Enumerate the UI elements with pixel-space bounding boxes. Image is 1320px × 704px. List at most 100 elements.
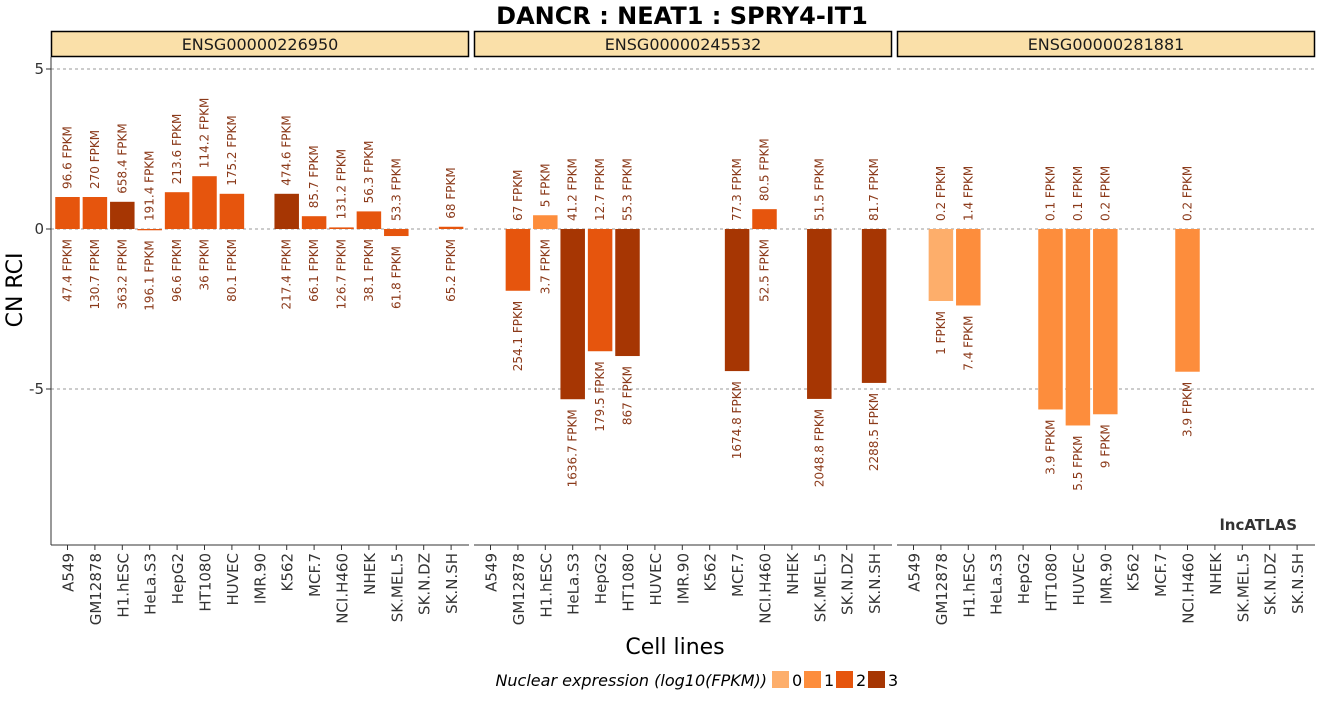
x-tick-label: A549 xyxy=(906,553,924,592)
data-label-bottom: 80.1 FPKM xyxy=(225,239,239,302)
data-label-top: 96.6 FPKM xyxy=(61,126,75,189)
legend: Nuclear expression (log10(FPKM)) 0 1 2 3 xyxy=(495,671,898,690)
data-label-top: 0.1 FPKM xyxy=(1044,166,1058,221)
data-label-bottom: 179.5 FPKM xyxy=(593,361,607,432)
x-tick-label: IMR.90 xyxy=(251,553,269,604)
legend-swatch xyxy=(868,671,885,688)
bar xyxy=(724,229,750,372)
data-label-top: 114.2 FPKM xyxy=(198,98,212,169)
data-label-top: 51.5 FPKM xyxy=(812,158,826,221)
legend-item-label: 3 xyxy=(888,671,898,690)
bar xyxy=(1065,229,1091,426)
x-tick-label: MCF.7 xyxy=(306,553,324,597)
data-label-bottom: 36 FPKM xyxy=(198,239,212,290)
bar xyxy=(192,176,217,229)
legend-item-label: 1 xyxy=(824,671,834,690)
x-tick-label: HepG2 xyxy=(169,553,187,604)
data-label-top: 1.4 FPKM xyxy=(961,166,975,221)
legend-item-label: 2 xyxy=(856,671,866,690)
bar xyxy=(505,229,531,291)
y-axis-label: CN RCI xyxy=(3,253,28,328)
data-label-bottom: 3.7 FPKM xyxy=(538,239,552,294)
data-label-bottom: 5.5 FPKM xyxy=(1071,435,1085,490)
data-label-top: 0.2 FPKM xyxy=(1098,166,1112,221)
data-label-bottom: 61.8 FPKM xyxy=(389,246,403,309)
x-tick-label: HT1080 xyxy=(197,553,215,612)
legend-swatch xyxy=(772,671,789,688)
y-tick-label: 0 xyxy=(34,220,44,238)
x-tick-label: HUVEC xyxy=(224,553,242,605)
x-tick-label: HeLa.S3 xyxy=(988,553,1006,615)
x-tick-label: H1.hESC xyxy=(537,553,555,618)
data-label-top: 213.6 FPKM xyxy=(170,114,184,185)
data-label-top: 53.3 FPKM xyxy=(389,158,403,221)
x-tick-label: NCI.H460 xyxy=(757,553,775,624)
x-tick-label: H1.hESC xyxy=(114,553,132,618)
data-label-bottom: 254.1 FPKM xyxy=(511,301,525,372)
data-label-bottom: 52.5 FPKM xyxy=(758,239,772,302)
bar xyxy=(329,227,354,229)
legend-swatch xyxy=(804,671,821,688)
data-label-bottom: 1636.7 FPKM xyxy=(566,409,580,487)
data-label-bottom: 196.1 FPKM xyxy=(143,240,157,311)
bar xyxy=(615,229,640,357)
data-label-bottom: 126.7 FPKM xyxy=(335,239,349,310)
legend-title: Nuclear expression (log10(FPKM)) xyxy=(495,671,767,690)
x-tick-label: NHEK xyxy=(1207,552,1225,595)
x-tick-label: A549 xyxy=(60,553,78,592)
data-label-bottom: 3.9 FPKM xyxy=(1181,382,1195,437)
data-label-top: 68 FPKM xyxy=(444,167,458,218)
bar xyxy=(1093,229,1118,415)
x-tick-label: SK.MEL.5 xyxy=(388,553,406,622)
x-tick-label: SK.MEL.5 xyxy=(811,553,829,622)
x-tick-label: IMR.90 xyxy=(674,553,692,604)
data-label-bottom: 2288.5 FPKM xyxy=(867,393,881,471)
bar xyxy=(384,229,409,237)
x-tick-label: HepG2 xyxy=(1015,553,1033,604)
x-tick-label: A549 xyxy=(483,553,501,592)
x-tick-label: HUVEC xyxy=(647,553,665,605)
data-label-bottom: 130.7 FPKM xyxy=(88,239,102,310)
panel-strip-label: ENSG00000281881 xyxy=(1028,35,1185,54)
bar xyxy=(1038,229,1063,410)
data-label-top: 0.2 FPKM xyxy=(1181,166,1195,221)
data-label-top: 191.4 FPKM xyxy=(143,150,157,221)
data-label-top: 56.3 FPKM xyxy=(362,140,376,203)
x-tick-label: SK.N.DZ xyxy=(416,553,434,615)
watermark: lncATLAS xyxy=(1220,516,1297,534)
x-tick-label: HT1080 xyxy=(620,553,638,612)
data-label-top: 0.2 FPKM xyxy=(934,166,948,221)
data-label-bottom: 66.1 FPKM xyxy=(307,239,321,302)
x-tick-label: HT1080 xyxy=(1043,553,1061,612)
data-label-bottom: 3.9 FPKM xyxy=(1044,419,1058,474)
x-tick-label: SK.N.SH xyxy=(443,553,461,614)
panel-strip xyxy=(473,30,893,58)
data-label-bottom: 9 FPKM xyxy=(1098,424,1112,468)
data-label-top: 77.3 FPKM xyxy=(730,158,744,221)
x-tick-label: H1.hESC xyxy=(960,553,978,618)
x-tick-label: GM12878 xyxy=(933,553,951,625)
bar xyxy=(956,229,981,306)
data-label-top: 131.2 FPKM xyxy=(335,149,349,220)
bar xyxy=(164,192,190,229)
bar xyxy=(356,211,382,229)
data-label-top: 474.6 FPKM xyxy=(280,115,294,186)
x-tick-label: NCI.H460 xyxy=(1180,553,1198,624)
legend-item-label: 0 xyxy=(792,671,802,690)
x-tick-label: SK.MEL.5 xyxy=(1234,553,1252,622)
x-tick-label: HUVEC xyxy=(1070,553,1088,605)
bar xyxy=(301,216,327,229)
data-label-bottom: 38.1 FPKM xyxy=(362,239,376,302)
bar xyxy=(587,229,613,352)
x-tick-label: SK.N.DZ xyxy=(1262,553,1280,615)
data-label-top: 81.7 FPKM xyxy=(867,158,881,221)
bar xyxy=(1175,229,1200,372)
plot-area: 5 0 -5 ENSG00000226950 A549 96.6 FPKM 47.4 FPK… xyxy=(29,30,1316,625)
x-tick-label: SK.N.SH xyxy=(1289,553,1307,614)
data-label-bottom: 65.2 FPKM xyxy=(444,239,458,302)
bar xyxy=(438,226,464,229)
x-tick-label: NHEK xyxy=(784,552,802,595)
data-label-bottom: 217.4 FPKM xyxy=(280,239,294,310)
panel-strip-label: ENSG00000226950 xyxy=(182,35,339,54)
